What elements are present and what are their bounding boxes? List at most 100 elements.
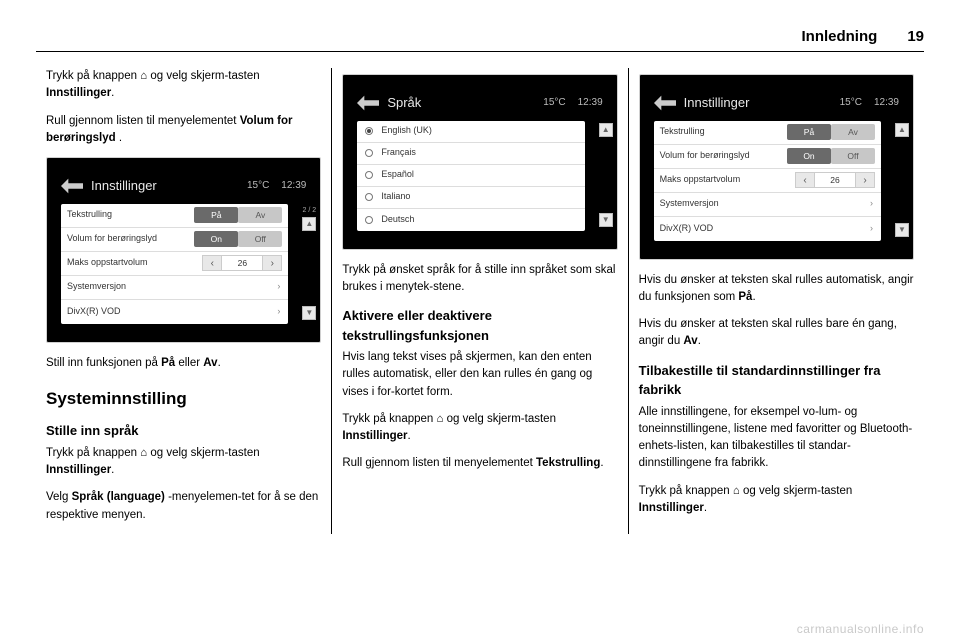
paragraph: Rull gjennom listen til menyelementet Vo… [46, 113, 321, 148]
screen-title: Innstillinger [91, 176, 247, 196]
page-header: Innledning 19 [36, 28, 924, 52]
language-panel: English (UK) Français Español Italiano D… [357, 121, 584, 231]
screenshot-topbar: Innstillinger 15°C 12:39 [61, 176, 306, 196]
settings-panel: Tekstrulling På Av Volum for berøringsly… [654, 121, 881, 241]
stepper-value: 26 [222, 255, 262, 271]
screenshot-topbar: Innstillinger 15°C 12:39 [654, 93, 899, 113]
back-icon [654, 95, 676, 111]
toggle-on[interactable]: På [194, 207, 238, 223]
watermark: carmanualsonline.info [797, 622, 924, 636]
page-number: 19 [907, 28, 924, 45]
paragraph: Alle innstillingene, for eksempel vo-lum… [639, 404, 914, 473]
paragraph: Trykk på knappen ⌂ og velg skjerm-tasten… [46, 68, 321, 103]
temp-label: 15°C [247, 178, 269, 193]
settings-row[interactable]: Tekstrulling På Av [61, 204, 288, 228]
paragraph: Trykk på knappen ⌂ og velg skjerm-tasten… [342, 411, 617, 446]
paragraph: Trykk på knappen ⌂ og velg skjerm-tasten… [46, 445, 321, 480]
paragraph: Hvis lang tekst vises på skjermen, kan d… [342, 349, 617, 401]
radio-icon [365, 193, 373, 201]
heading-systeminnstilling: Systeminnstilling [46, 386, 321, 412]
stepper-value: 26 [815, 172, 855, 188]
paragraph: Rull gjennom listen til menyelementet Te… [342, 455, 617, 472]
settings-panel: Tekstrulling På Av Volum for berøringsly… [61, 204, 288, 324]
chevron-right-icon: › [277, 305, 282, 319]
toggle-off[interactable]: Av [831, 124, 875, 140]
page-count: 2 / 2 [302, 206, 316, 217]
paragraph: Trykk på ønsket språk for å stille inn s… [342, 262, 617, 297]
decrease-button[interactable]: ‹ [202, 255, 222, 271]
chevron-right-icon: › [277, 280, 282, 294]
column-1: Trykk på knappen ⌂ og velg skjerm-tasten… [36, 68, 331, 534]
scroll-up-icon[interactable]: ▲ [895, 123, 909, 137]
language-option[interactable]: Español [357, 165, 584, 187]
volume-stepper[interactable]: ‹ 26 › [795, 172, 875, 188]
toggle-off[interactable]: Off [238, 231, 282, 247]
screenshot-language: Språk 15°C 12:39 English (UK) Français E… [342, 74, 617, 250]
heading-tekstrulling: Aktivere eller deaktivere tekstrullingsf… [342, 306, 617, 345]
time-label: 12:39 [281, 178, 306, 193]
settings-row[interactable]: DivX(R) VOD › [654, 217, 881, 241]
paragraph: Still inn funksjonen på På eller Av. [46, 355, 321, 372]
radio-icon [365, 149, 373, 157]
language-option[interactable]: Français [357, 143, 584, 165]
settings-row[interactable]: Systemversjon › [61, 276, 288, 300]
paragraph: Hvis du ønsker at teksten skal rulles ba… [639, 316, 914, 351]
radio-icon [365, 171, 373, 179]
column-2: Språk 15°C 12:39 English (UK) Français E… [331, 68, 627, 534]
scroll-up-icon[interactable]: ▲ [599, 123, 613, 137]
settings-row[interactable]: Volum for berøringslyd On Off [61, 228, 288, 252]
volume-stepper[interactable]: ‹ 26 › [202, 255, 282, 271]
screen-title: Språk [387, 93, 543, 113]
time-label: 12:39 [874, 95, 899, 110]
settings-row[interactable]: DivX(R) VOD › [61, 300, 288, 324]
decrease-button[interactable]: ‹ [795, 172, 815, 188]
paragraph: Trykk på knappen ⌂ og velg skjerm-tasten… [639, 483, 914, 518]
settings-row[interactable]: Systemversjon › [654, 193, 881, 217]
increase-button[interactable]: › [855, 172, 875, 188]
toggle-on[interactable]: On [194, 231, 238, 247]
heading-stille-inn-sprak: Stille inn språk [46, 421, 321, 441]
section-title: Innledning [801, 28, 877, 45]
scroll-down-icon[interactable]: ▼ [895, 223, 909, 237]
toggle-group[interactable]: On Off [787, 148, 875, 164]
scroll-down-icon[interactable]: ▼ [302, 306, 316, 320]
toggle-off[interactable]: Av [238, 207, 282, 223]
column-3: Innstillinger 15°C 12:39 Tekstrulling På… [628, 68, 924, 534]
scroll-up-icon[interactable]: ▲ [302, 217, 316, 231]
back-icon [61, 178, 83, 194]
scrollbar[interactable]: ▲ ▼ [599, 123, 613, 227]
toggle-group[interactable]: På Av [787, 124, 875, 140]
chevron-right-icon: › [870, 197, 875, 211]
scroll-down-icon[interactable]: ▼ [599, 213, 613, 227]
screenshot-topbar: Språk 15°C 12:39 [357, 93, 602, 113]
toggle-group[interactable]: På Av [194, 207, 282, 223]
settings-row[interactable]: Tekstrulling På Av [654, 121, 881, 145]
screen-title: Innstillinger [684, 93, 840, 113]
language-option[interactable]: English (UK) [357, 121, 584, 143]
temp-label: 15°C [840, 95, 862, 110]
language-option[interactable]: Italiano [357, 187, 584, 209]
toggle-off[interactable]: Off [831, 148, 875, 164]
radio-icon [365, 216, 373, 224]
settings-row[interactable]: Volum for berøringslyd On Off [654, 145, 881, 169]
toggle-on[interactable]: On [787, 148, 831, 164]
screenshot-settings: Innstillinger 15°C 12:39 Tekstrulling På… [639, 74, 914, 260]
back-icon [357, 95, 379, 111]
settings-row[interactable]: Maks oppstartvolum ‹ 26 › [654, 169, 881, 193]
language-option[interactable]: Deutsch [357, 209, 584, 231]
radio-selected-icon [365, 127, 373, 135]
heading-tilbakestille: Tilbakestille til standardinnstillinger … [639, 361, 914, 400]
toggle-group[interactable]: On Off [194, 231, 282, 247]
home-icon: ⌂ [733, 485, 740, 497]
scrollbar[interactable]: 2 / 2 ▲ ▼ [302, 206, 316, 320]
manual-page: Innledning 19 Trykk på knappen ⌂ og velg… [0, 0, 960, 642]
paragraph: Velg Språk (language) -menyelemen-tet fo… [46, 489, 321, 524]
columns: Trykk på knappen ⌂ og velg skjerm-tasten… [36, 68, 924, 534]
time-label: 12:39 [578, 95, 603, 110]
settings-row[interactable]: Maks oppstartvolum ‹ 26 › [61, 252, 288, 276]
increase-button[interactable]: › [262, 255, 282, 271]
toggle-on[interactable]: På [787, 124, 831, 140]
chevron-right-icon: › [870, 222, 875, 236]
scrollbar[interactable]: ▲ ▼ [895, 123, 909, 237]
temp-label: 15°C [543, 95, 565, 110]
